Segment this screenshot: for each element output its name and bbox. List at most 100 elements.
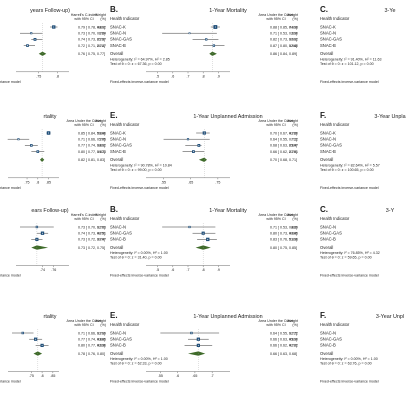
row-weight: 18.12: [97, 144, 106, 148]
x-tick-label: .8: [41, 374, 44, 378]
row-ci: 0.66 [ 0.62, 0.70]: [270, 150, 297, 154]
panel-c1: C. 3-Ye Health Indicator SNAC-K SNAC-NSNAC-G…: [320, 5, 395, 84]
row-weight: 5.75: [99, 138, 106, 142]
row-weight: 42.22: [289, 344, 298, 348]
header-weight: Weight: [95, 119, 106, 123]
x-tick-label: .6: [171, 268, 174, 272]
row-weight: 43.60: [289, 131, 298, 135]
model-note: Fixed-effects inverse-variance model: [320, 186, 379, 190]
row-ci: 0.73 [ 0.70, 0.76]: [78, 225, 105, 229]
row-label: SNAC-N: [320, 137, 336, 142]
test-statistic: Test of θ = 0: z = 101.12, p = 0.00: [320, 62, 374, 66]
row-weight: 12.72: [289, 331, 298, 335]
header-metric: Area Under the Curve: [259, 213, 294, 217]
x-tick-label: .7: [187, 74, 190, 78]
header-health-indicator: Health Indicator: [320, 122, 350, 127]
panel-letter: C.: [320, 5, 328, 14]
model-note: Fixed-effects inverse-variance model: [320, 274, 379, 278]
header-metric-ci: with 95% CI: [74, 323, 93, 327]
row-ci: 0.74 [ 0.73, 0.75]: [78, 232, 105, 236]
row-weight: 48.12: [97, 25, 106, 29]
estimate-dot: [198, 144, 200, 146]
x-tick-label: .5: [156, 74, 159, 78]
x-tick-label: .55: [158, 374, 163, 378]
panel-letter: B.: [110, 205, 118, 214]
header-weight: Weight: [95, 13, 106, 17]
row-label: SNAC-K: [320, 130, 336, 135]
row-weight: 25.37: [97, 38, 106, 42]
x-tick-label: .65: [188, 180, 193, 184]
header-metric-ci: with 95% CI: [74, 123, 93, 127]
estimate-dot: [30, 144, 32, 146]
model-note: Fixed-effects inverse-variance model: [110, 274, 169, 278]
overall-ci: 0.73 [ 0.72, 0.75]: [78, 246, 105, 250]
heterogeneity: Heterogeneity: I² = 0.00%, H² = 1.00: [320, 357, 378, 361]
test-statistic: Test of θ = 0: z = 100.65, p = 0.00: [320, 168, 374, 172]
panel-letter: F.: [320, 111, 326, 120]
estimate-dot: [192, 151, 194, 153]
row-ci: 0.73 [ 0.70, 0.76]: [78, 32, 105, 36]
heterogeneity: Heterogeneity: I² = 90.78%, H² = 10.84: [110, 163, 172, 167]
panel-c2: C. 3-Y Health Indicator SNAC-N SNAC-GASSNAC-…: [320, 205, 395, 278]
row-ci: 0.77 [ 0.74, 0.80]: [78, 338, 105, 342]
estimate-dot: [207, 238, 209, 240]
row-ci: 0.80 [ 0.77, 0.83]: [78, 150, 105, 154]
x-tick-label: .74: [40, 268, 45, 272]
panel-title: 1-Year Unplanned Admission: [193, 314, 262, 320]
estimate-dot: [37, 151, 39, 153]
row-weight: 7.12: [291, 138, 298, 142]
row-weight: 23.81: [289, 150, 298, 154]
row-weight: 12.80: [289, 44, 298, 48]
panel-letter: F.: [320, 311, 326, 320]
overall-ci: 0.76 [ 0.75, 0.77]: [78, 52, 105, 56]
row-ci: 0.71 [ 0.53, 0.89]: [270, 32, 297, 36]
x-tick-label: .5: [156, 268, 159, 272]
header-metric: Area Under the Curve: [259, 319, 294, 323]
row-ci: 0.74 [ 0.73, 0.76]: [78, 38, 105, 42]
x-tick-label: .55: [161, 180, 166, 184]
header-weight-unit: (%): [100, 323, 106, 327]
row-label: SNAC-K: [110, 130, 126, 135]
row-weight: 12.03: [97, 225, 106, 229]
row-weight: 74.98: [289, 25, 298, 29]
row-label: SNAC-N: [320, 330, 336, 335]
x-tick-label: .65: [192, 374, 197, 378]
row-weight: 19.73: [97, 150, 106, 154]
model-note: Fixed-effects inverse-variance model: [320, 80, 379, 84]
estimate-dot: [22, 332, 24, 334]
row-weight: 43.85: [97, 338, 106, 342]
panel-title: ears Follow-up): [31, 208, 68, 214]
estimate-dot: [213, 45, 215, 47]
header-weight: Weight: [287, 213, 298, 217]
test-statistic: Test of θ = 0: z = 31.40, p = 0.00: [110, 256, 162, 260]
overall-label: Overall: [320, 157, 333, 162]
header-metric: Area Under the Curve: [259, 13, 294, 17]
overall-diamond: [188, 351, 206, 356]
estimate-dot: [17, 138, 19, 140]
overall-label: Overall: [110, 245, 123, 250]
row-ci: 0.80 [ 0.77, 0.83]: [78, 344, 105, 348]
row-weight: 40.45: [289, 232, 298, 236]
header-health-indicator: Health Indicator: [110, 216, 140, 221]
header-metric-ci: with 95% CI: [266, 123, 285, 127]
row-ci: 0.66 [ 0.62, 0.70]: [270, 344, 297, 348]
overall-ci: 0.78 [ 0.76, 0.80]: [78, 352, 105, 356]
heterogeneity: Heterogeneity: I² = 0.00%, H² = 1.00: [110, 357, 168, 361]
panel-title: 3-Year Unpla: [374, 114, 405, 120]
header-health-indicator: Health Indicator: [320, 16, 350, 21]
panel-f2: F. 3-Year Unpl Health Indicator SNAC-N SNAC-…: [320, 311, 404, 384]
row-label: SNAC-N: [110, 330, 126, 335]
panel-f1: F. 3-Year Unpla Health Indicator SNAC-K SNAC…: [320, 111, 406, 190]
header-weight-unit: (%): [292, 217, 298, 221]
row-weight: 8.39: [291, 225, 298, 229]
header-weight: Weight: [287, 319, 298, 323]
row-ci: 0.87 [ 0.80, 0.94]: [270, 44, 297, 48]
row-weight: 20.27: [97, 44, 106, 48]
panel-title: years Follow-up): [30, 8, 70, 14]
estimate-dot: [48, 132, 50, 134]
row-label: SNAC-GAS: [320, 37, 342, 42]
estimate-dot: [189, 32, 191, 34]
row-ci: 0.77 [ 0.74, 0.80]: [78, 144, 105, 148]
